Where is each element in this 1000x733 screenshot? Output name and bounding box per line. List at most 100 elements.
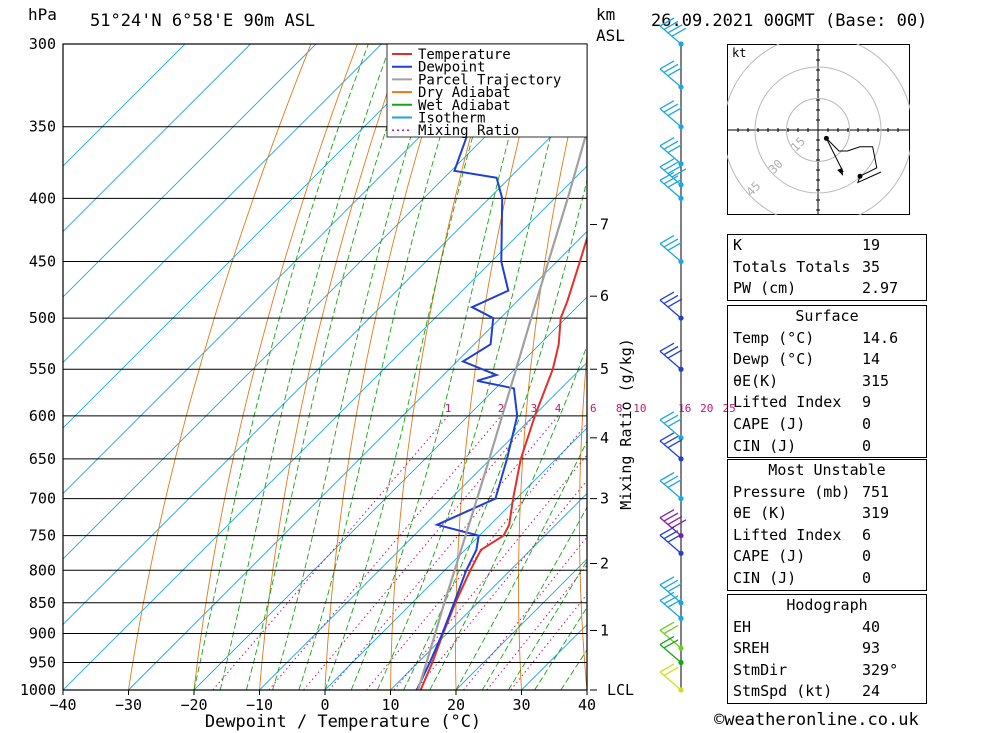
mixing-ratio-label: 20 (700, 402, 713, 415)
wind-barb (659, 411, 683, 439)
wind-barb (659, 137, 683, 165)
x-tick-label: −20 (180, 696, 207, 714)
y-tick-label: 950 (29, 653, 56, 671)
hodograph-ring (786, 98, 850, 162)
legend-label: Parcel Trajectory (418, 72, 561, 88)
legend-label: Dewpoint (418, 60, 485, 76)
km-tick-label: 3 (600, 490, 609, 508)
x-tick-label: −40 (49, 696, 76, 714)
surface-title: Surface (795, 307, 859, 325)
most-unstable-label: Lifted Index (733, 525, 842, 544)
hodograph-stats-title: Hodograph (786, 596, 868, 614)
surface-row: CIN (J) 0 (728, 436, 926, 458)
dry-adiabat-line (696, 44, 729, 690)
legend-label: Wet Adiabat (418, 98, 511, 114)
x-tick-label: 0 (320, 696, 329, 714)
isotherm-line (455, 558, 587, 690)
index-value: 2.97 (862, 279, 899, 298)
km-tick-label: 5 (600, 360, 609, 378)
dewpoint-line (415, 44, 519, 690)
km-tick-label: LCL (607, 681, 634, 699)
mixing-ratio-line (303, 415, 535, 690)
surface-label: CAPE (J) (733, 414, 806, 433)
dry-adiabat-line (128, 44, 312, 690)
most-unstable-value: 751 (862, 482, 890, 501)
surface-value: 0 (862, 436, 872, 455)
most-unstable-title: Most Unstable (768, 461, 886, 479)
isotherm-line (63, 44, 513, 495)
hodograph-stat-value: 24 (862, 682, 881, 701)
isotherm-line (63, 165, 587, 690)
x-tick-label: −30 (115, 696, 142, 714)
x-tick-label: 20 (447, 696, 465, 714)
x-tick-label: 30 (512, 696, 530, 714)
y-tick-label: 300 (29, 35, 56, 53)
mixing-ratio-label: 25 (723, 402, 736, 415)
legend-label: Temperature (418, 47, 511, 63)
surface-row: Temp (°C) 14.6 (728, 328, 926, 350)
isotherm-line (63, 44, 579, 560)
hodograph-stat-value: 93 (862, 639, 881, 658)
isotherm-line (63, 44, 317, 298)
surface-table: Surface Temp (°C) 14.6 Dewp (°C) 14 θE(K) 315… (727, 305, 927, 459)
surface-value: 14 (862, 350, 881, 369)
mixing-ratio-label: 6 (590, 402, 597, 415)
location-title: 51°24'N 6°58'E 90m ASL (90, 11, 316, 31)
wind-barb (659, 432, 683, 460)
most-unstable-table: Most Unstable Pressure (mb) 751 θE (K) 319 L… (727, 459, 927, 591)
wind-barb (659, 635, 682, 663)
hodograph-ring (754, 66, 882, 194)
index-label: K (733, 236, 743, 254)
isotherm-line (63, 44, 382, 364)
hodograph-stat-label: EH (733, 617, 752, 636)
y-tick-label: 850 (29, 594, 56, 612)
wind-barb (659, 526, 683, 554)
hodograph-end-dot (857, 173, 863, 179)
hodograph-trace (826, 138, 882, 184)
most-unstable-label: CIN (J) (733, 568, 797, 587)
most-unstable-value: 0 (862, 568, 872, 587)
y-tick-label: 750 (29, 527, 56, 545)
indices-table: K 19 Totals Totals 35 PW (cm) 2.97 (727, 234, 927, 301)
mixing-ratio-label: 16 (678, 402, 691, 415)
isotherm-line (128, 230, 587, 690)
wet-adiabat-line (455, 440, 587, 690)
legend-label: Dry Adiabat (418, 85, 511, 101)
wind-barb (659, 234, 683, 263)
index-value: 35 (862, 257, 881, 276)
copyright-footer: ©weatheronline.co.uk (714, 710, 919, 730)
mixing-ratio-line (486, 564, 587, 690)
wind-barb (659, 158, 687, 186)
km-tick-label: 7 (600, 216, 609, 234)
wet-adiabat-line (298, 44, 469, 690)
km-tick-label: 6 (600, 287, 609, 305)
wind-barb (659, 342, 683, 370)
y-tick-label: 550 (29, 360, 56, 378)
hodograph-stat-value: 40 (862, 617, 881, 636)
x-tick-label: −10 (246, 696, 273, 714)
surface-label: Temp (°C) (733, 328, 815, 347)
surface-value: 14.6 (862, 328, 899, 347)
most-unstable-value: 6 (862, 525, 872, 544)
most-unstable-label: CAPE (J) (733, 547, 806, 566)
legend-label: Mixing Ratio (418, 123, 519, 139)
pressure-unit-label: hPa (28, 5, 57, 24)
mixing-ratio-line (328, 415, 559, 690)
wet-adiabat-line (193, 44, 369, 690)
most-unstable-label: Pressure (mb) (733, 482, 851, 501)
mixing-ratio-line (212, 415, 449, 690)
km-axis: 7 6 5 4 3 2 1 LCL (590, 216, 634, 699)
dry-adiabat-line (455, 44, 544, 690)
mixing-ratio-label: 10 (633, 402, 646, 415)
wet-adiabat-line (350, 44, 535, 690)
km-unit-label: km (596, 5, 616, 24)
km-tick-label: 4 (600, 429, 609, 447)
mixing-ratio-line (366, 422, 587, 690)
wind-barb (659, 509, 687, 537)
index-row: PW (cm) 2.97 (728, 278, 926, 300)
mixing-ratio-line (268, 415, 502, 690)
wind-barb (659, 591, 683, 619)
storm-motion-arrow (825, 138, 844, 173)
isotherm-line (259, 361, 587, 690)
temperature-line (419, 234, 587, 690)
